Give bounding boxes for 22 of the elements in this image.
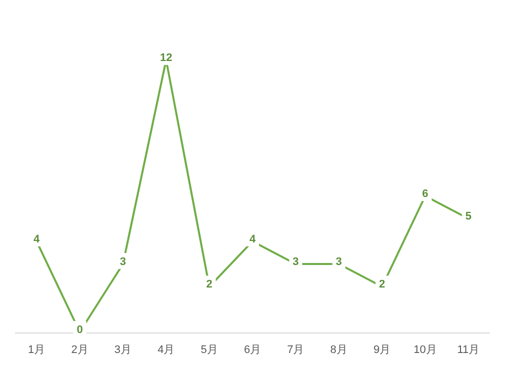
data-label: 3 — [336, 256, 342, 268]
x-tick-label: 4月 — [158, 344, 175, 356]
x-tick-label: 8月 — [330, 344, 348, 356]
x-tick-label: 9月 — [373, 344, 391, 356]
data-label: 5 — [465, 210, 472, 223]
data-label: 3 — [292, 256, 299, 268]
data-label: 4 — [249, 233, 256, 246]
x-tick-label: 10月 — [414, 344, 437, 356]
data-label: 3 — [120, 256, 126, 268]
data-label: 2 — [206, 278, 212, 291]
x-tick-label: 11月 — [457, 344, 480, 356]
data-label: 4 — [34, 233, 41, 246]
data-label: 2 — [378, 278, 386, 291]
x-tick-label: 2月 — [71, 344, 88, 356]
x-tick-label: 1月 — [28, 344, 46, 356]
data-label: 6 — [422, 188, 428, 200]
data-label: 0 — [76, 324, 83, 336]
x-tick-label: 3月 — [114, 344, 132, 356]
x-tick-label: 7月 — [287, 344, 304, 356]
x-tick-label: 6月 — [244, 344, 262, 356]
x-tick-label: 5月 — [200, 344, 218, 356]
data-label: 12 — [160, 52, 172, 64]
